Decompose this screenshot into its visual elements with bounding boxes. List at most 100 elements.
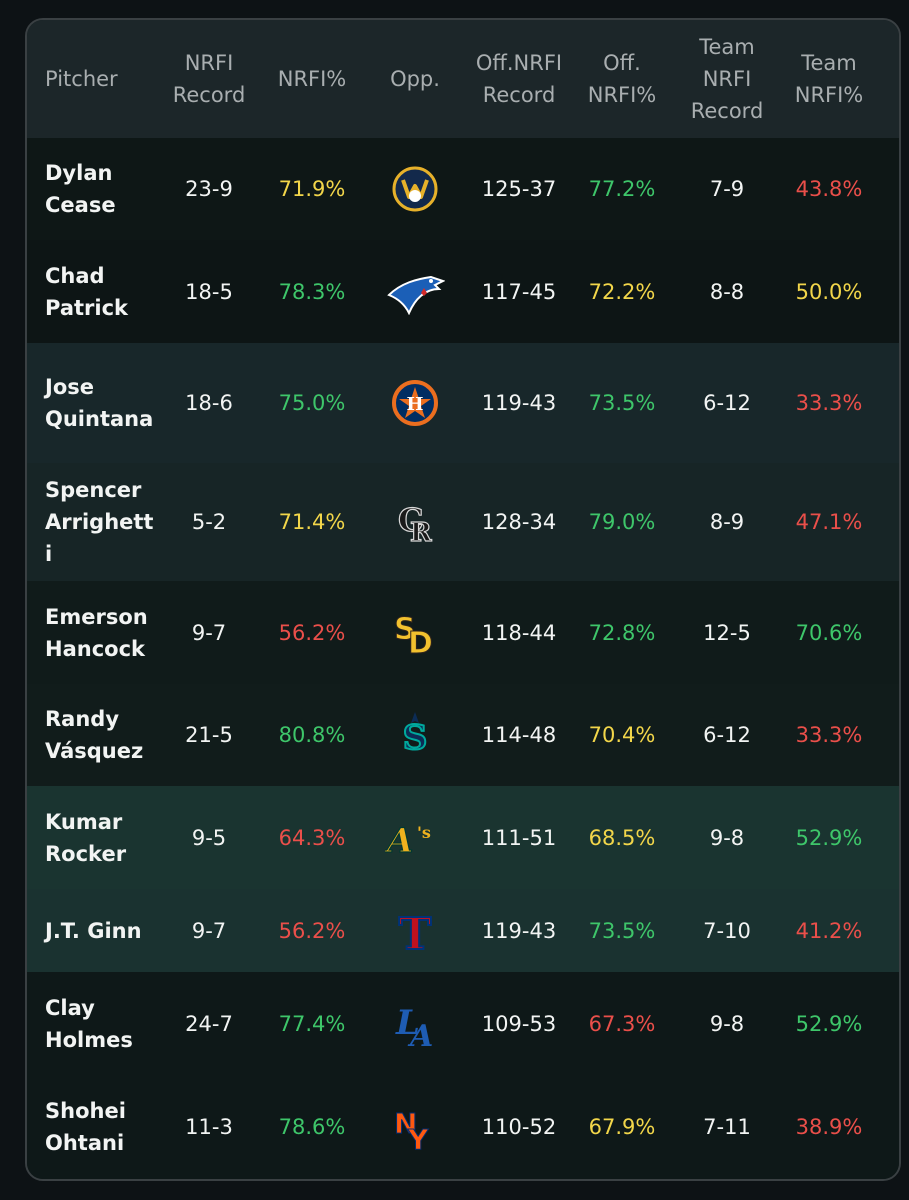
nrfi-record-cell: 5-2 xyxy=(191,510,227,534)
svg-text:H: H xyxy=(406,394,423,415)
team-nrfi-record-cell: 9-8 xyxy=(709,1011,745,1036)
team-nrfi-record-cell: 7-9 xyxy=(709,177,745,201)
off-nrfi-record-cell: 111-51 xyxy=(481,825,557,850)
nrfi-pct-cell: 56.2% xyxy=(278,620,346,645)
svg-text:S: S xyxy=(394,612,416,647)
team-nrfi-pct-cell: 52.9% xyxy=(795,1011,863,1036)
pitcher-name: Kumar Rocker xyxy=(45,809,127,866)
table-header: Pitcher NRFI Record NRFI% Opp. Off.NRFI … xyxy=(27,20,899,138)
header-nrfi-record: NRFI Record xyxy=(172,51,246,107)
svg-text:R: R xyxy=(410,518,432,545)
pitcher-name: J.T. Ginn xyxy=(45,918,142,943)
header-pitcher: Pitcher xyxy=(45,67,118,91)
team-nrfi-record-cell: 8-9 xyxy=(709,510,745,534)
off-nrfi-pct-cell: 73.5% xyxy=(588,391,656,415)
nrfi-pct-cell: 64.3% xyxy=(278,825,346,850)
svg-text:L: L xyxy=(395,1003,420,1043)
off-nrfi-record-cell: 119-43 xyxy=(481,918,557,943)
nrfi-record-cell: 18-5 xyxy=(185,279,233,304)
svg-text:A: A xyxy=(385,821,413,860)
nrfi-record-cell: 9-7 xyxy=(191,620,227,645)
off-nrfi-pct-cell: 72.2% xyxy=(588,279,656,304)
nrfi-pct-cell: 77.4% xyxy=(278,1011,346,1036)
athletics-logo-icon: A's xyxy=(365,786,465,889)
team-nrfi-record-cell: 7-11 xyxy=(703,1115,751,1139)
off-nrfi-record-cell: 109-53 xyxy=(481,1011,557,1036)
header-opp: Opp. xyxy=(390,67,440,91)
table-row: Emerson Hancock 9-7 56.2% S D 118-44 72.8% 12-5… xyxy=(27,581,899,684)
team-nrfi-pct-cell: 33.3% xyxy=(795,391,863,415)
team-nrfi-pct-cell: 33.3% xyxy=(795,723,863,747)
off-nrfi-pct-cell: 72.8% xyxy=(588,620,656,645)
team-nrfi-record-cell: 6-12 xyxy=(703,391,751,415)
nrfi-pct-cell: 56.2% xyxy=(278,918,346,943)
off-nrfi-record-cell: 118-44 xyxy=(481,620,557,645)
off-nrfi-pct-cell: 67.3% xyxy=(588,1011,656,1036)
nrfi-pct-cell: 78.3% xyxy=(278,279,346,304)
team-nrfi-record-cell: 6-12 xyxy=(703,723,751,747)
svg-text:'s: 's xyxy=(417,823,431,842)
svg-text:C: C xyxy=(398,501,423,539)
nrfi-table-card: Pitcher NRFI Record NRFI% Opp. Off.NRFI … xyxy=(25,18,901,1181)
pitcher-name: Dylan Cease xyxy=(45,161,116,217)
milwaukee-brewers-logo-icon xyxy=(365,138,465,240)
seattle-mariners-logo-icon: S xyxy=(365,684,465,786)
table-row: Kumar Rocker 9-5 64.3% A's 111-51 68.5% 9-8 52.… xyxy=(27,786,899,889)
pitcher-name: Emerson Hancock xyxy=(45,604,148,661)
nrfi-pct-cell: 75.0% xyxy=(278,391,346,415)
team-nrfi-record-cell: 9-8 xyxy=(709,825,745,850)
off-nrfi-record-cell: 119-43 xyxy=(481,391,557,415)
pitcher-name: Spencer Arrighett i xyxy=(45,478,154,566)
pitcher-name: Chad Patrick xyxy=(45,263,129,320)
nrfi-record-cell: 11-3 xyxy=(185,1115,233,1139)
team-nrfi-record-cell: 7-10 xyxy=(703,918,751,943)
header-team-nrfi-pct: Team NRFI% xyxy=(794,51,864,107)
svg-text:T: T xyxy=(399,909,432,955)
nrfi-record-cell: 9-7 xyxy=(191,918,227,943)
table-row: Spencer Arrighett i 5-2 71.4% C R 128-34 79.0%… xyxy=(27,463,899,581)
table-row: Clay Holmes 24-7 77.4% L A 109-53 67.3% 9-8 52.9… xyxy=(27,972,899,1075)
team-nrfi-pct-cell: 47.1% xyxy=(795,510,863,534)
off-nrfi-record-cell: 114-48 xyxy=(481,723,557,747)
header-team-nrfi-record: Team NRFI Record xyxy=(690,35,764,123)
off-nrfi-pct-cell: 68.5% xyxy=(588,825,656,850)
nrfi-record-cell: 21-5 xyxy=(185,723,233,747)
texas-rangers-logo-icon: T xyxy=(365,889,465,972)
nrfi-pct-cell: 71.4% xyxy=(278,510,346,534)
off-nrfi-record-cell: 117-45 xyxy=(481,279,557,304)
team-nrfi-pct-cell: 43.8% xyxy=(795,177,863,201)
pitcher-name: Clay Holmes xyxy=(45,995,133,1052)
svg-text:S: S xyxy=(403,718,428,758)
svg-text:A: A xyxy=(407,1019,433,1050)
pitcher-name: Randy Vásquez xyxy=(45,707,144,763)
off-nrfi-pct-cell: 77.2% xyxy=(588,177,656,201)
nrfi-pct-cell: 71.9% xyxy=(278,177,346,201)
team-nrfi-pct-cell: 52.9% xyxy=(795,825,863,850)
toronto-blue-jays-logo-icon xyxy=(365,240,465,343)
off-nrfi-record-cell: 125-37 xyxy=(481,177,557,201)
off-nrfi-record-cell: 110-52 xyxy=(481,1115,557,1139)
pitcher-name: Shohei Ohtani xyxy=(45,1099,126,1155)
table-row: Randy Vásquez 21-5 80.8% S 114-48 70.4% 6-12 33… xyxy=(27,684,899,786)
nrfi-record-cell: 24-7 xyxy=(185,1011,233,1036)
nrfi-pct-cell: 80.8% xyxy=(278,723,346,747)
team-nrfi-record-cell: 12-5 xyxy=(703,620,751,645)
svg-text:N: N xyxy=(394,1107,417,1140)
off-nrfi-record-cell: 128-34 xyxy=(481,510,557,534)
team-nrfi-pct-cell: 70.6% xyxy=(795,620,863,645)
off-nrfi-pct-cell: 79.0% xyxy=(588,510,656,534)
header-off-nrfi-record: Off.NRFI Record xyxy=(475,51,563,107)
table-row: Chad Patrick 18-5 78.3% 117-45 72.2% 8-8 50.0% xyxy=(27,240,899,343)
nrfi-record-cell: 9-5 xyxy=(191,825,227,850)
off-nrfi-pct-cell: 73.5% xyxy=(588,918,656,943)
team-nrfi-pct-cell: 50.0% xyxy=(795,279,863,304)
off-nrfi-pct-cell: 67.9% xyxy=(588,1115,656,1139)
table-row: Jose Quintana 18-6 75.0% H 119-43 73.5% 6-12 33… xyxy=(27,343,899,463)
off-nrfi-pct-cell: 70.4% xyxy=(588,723,656,747)
nrfi-record-cell: 18-6 xyxy=(185,391,233,415)
nrfi-record-cell: 23-9 xyxy=(185,177,233,201)
table-row: J.T. Ginn 9-7 56.2% T 119-43 73.5% 7-10 41.2% xyxy=(27,889,899,972)
